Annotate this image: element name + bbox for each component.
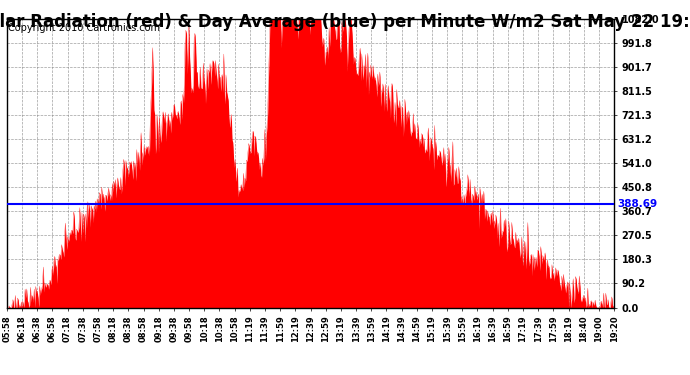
- Text: Solar Radiation (red) & Day Average (blue) per Minute W/m2 Sat May 22 19:47: Solar Radiation (red) & Day Average (blu…: [0, 13, 690, 31]
- Text: Copyright 2010 Cartronics.com: Copyright 2010 Cartronics.com: [8, 23, 160, 33]
- Text: 388.69: 388.69: [617, 199, 658, 209]
